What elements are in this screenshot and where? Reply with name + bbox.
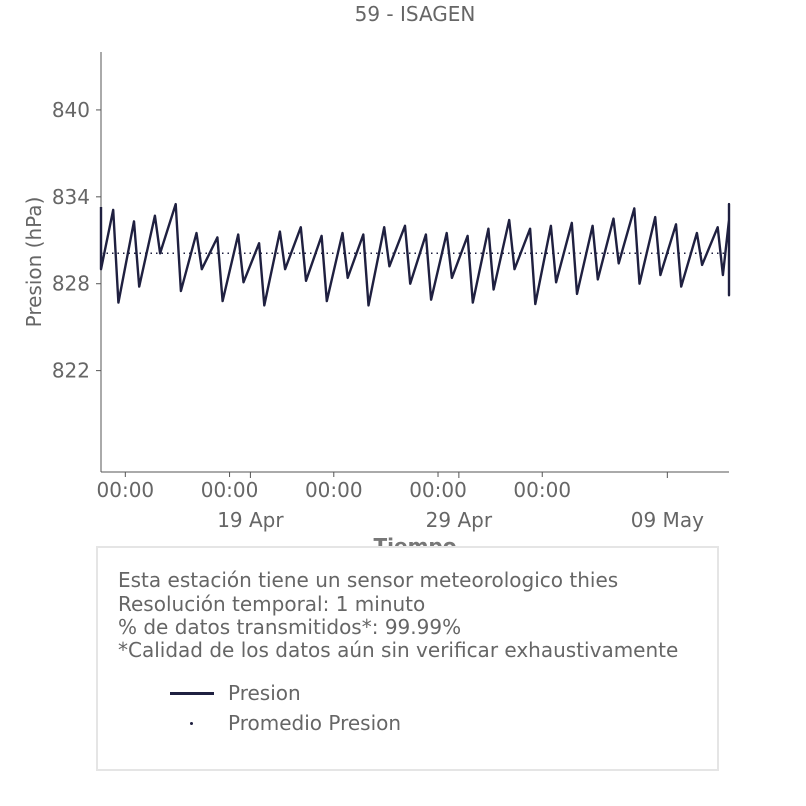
y-tick-label: 828	[52, 272, 90, 296]
x-tick-label-minor: 00:00	[201, 478, 259, 502]
info-line-resolution: Resolución temporal: 1 minuto	[118, 592, 426, 616]
legend-swatch-promedio	[190, 722, 193, 725]
legend-label-promedio: Promedio Presion	[228, 711, 402, 735]
info-box: Esta estación tiene un sensor meteorolog…	[96, 546, 719, 771]
x-axis: 00:00 00:00 00:00 00:00 00:00 19 Apr 29 Apr 09 …	[97, 471, 729, 532]
x-tick-label-minor: 00:00	[513, 478, 571, 502]
y-tick-label: 834	[52, 185, 90, 209]
x-tick-label-major: 19 Apr	[217, 508, 284, 532]
series-layer	[99, 202, 731, 307]
x-tick-label-minor: 00:00	[305, 478, 363, 502]
y-axis-label: Presion (hPa)	[22, 197, 46, 328]
info-line-quality: *Calidad de los datos aún sin verificar …	[118, 638, 679, 662]
info-line-sensor: Esta estación tiene un sensor meteorolog…	[118, 568, 619, 592]
x-tick-label-minor: 00:00	[97, 478, 155, 502]
y-tick-label: 822	[52, 359, 90, 383]
x-tick-label-minor: 00:00	[409, 478, 467, 502]
chart-title: 59 - ISAGEN	[355, 2, 476, 26]
series-presion-line	[99, 202, 731, 307]
legend-label-presion: Presion	[228, 681, 301, 705]
legend-swatch-presion	[170, 692, 214, 695]
x-tick-label-major: 29 Apr	[426, 508, 493, 532]
info-line-transmitted: % de datos transmitidos*: 99.99%	[118, 615, 462, 639]
x-tick-label-major: 09 May	[631, 508, 704, 532]
y-axis: 822 828 834 840	[52, 52, 102, 472]
y-tick-label: 840	[52, 98, 90, 122]
